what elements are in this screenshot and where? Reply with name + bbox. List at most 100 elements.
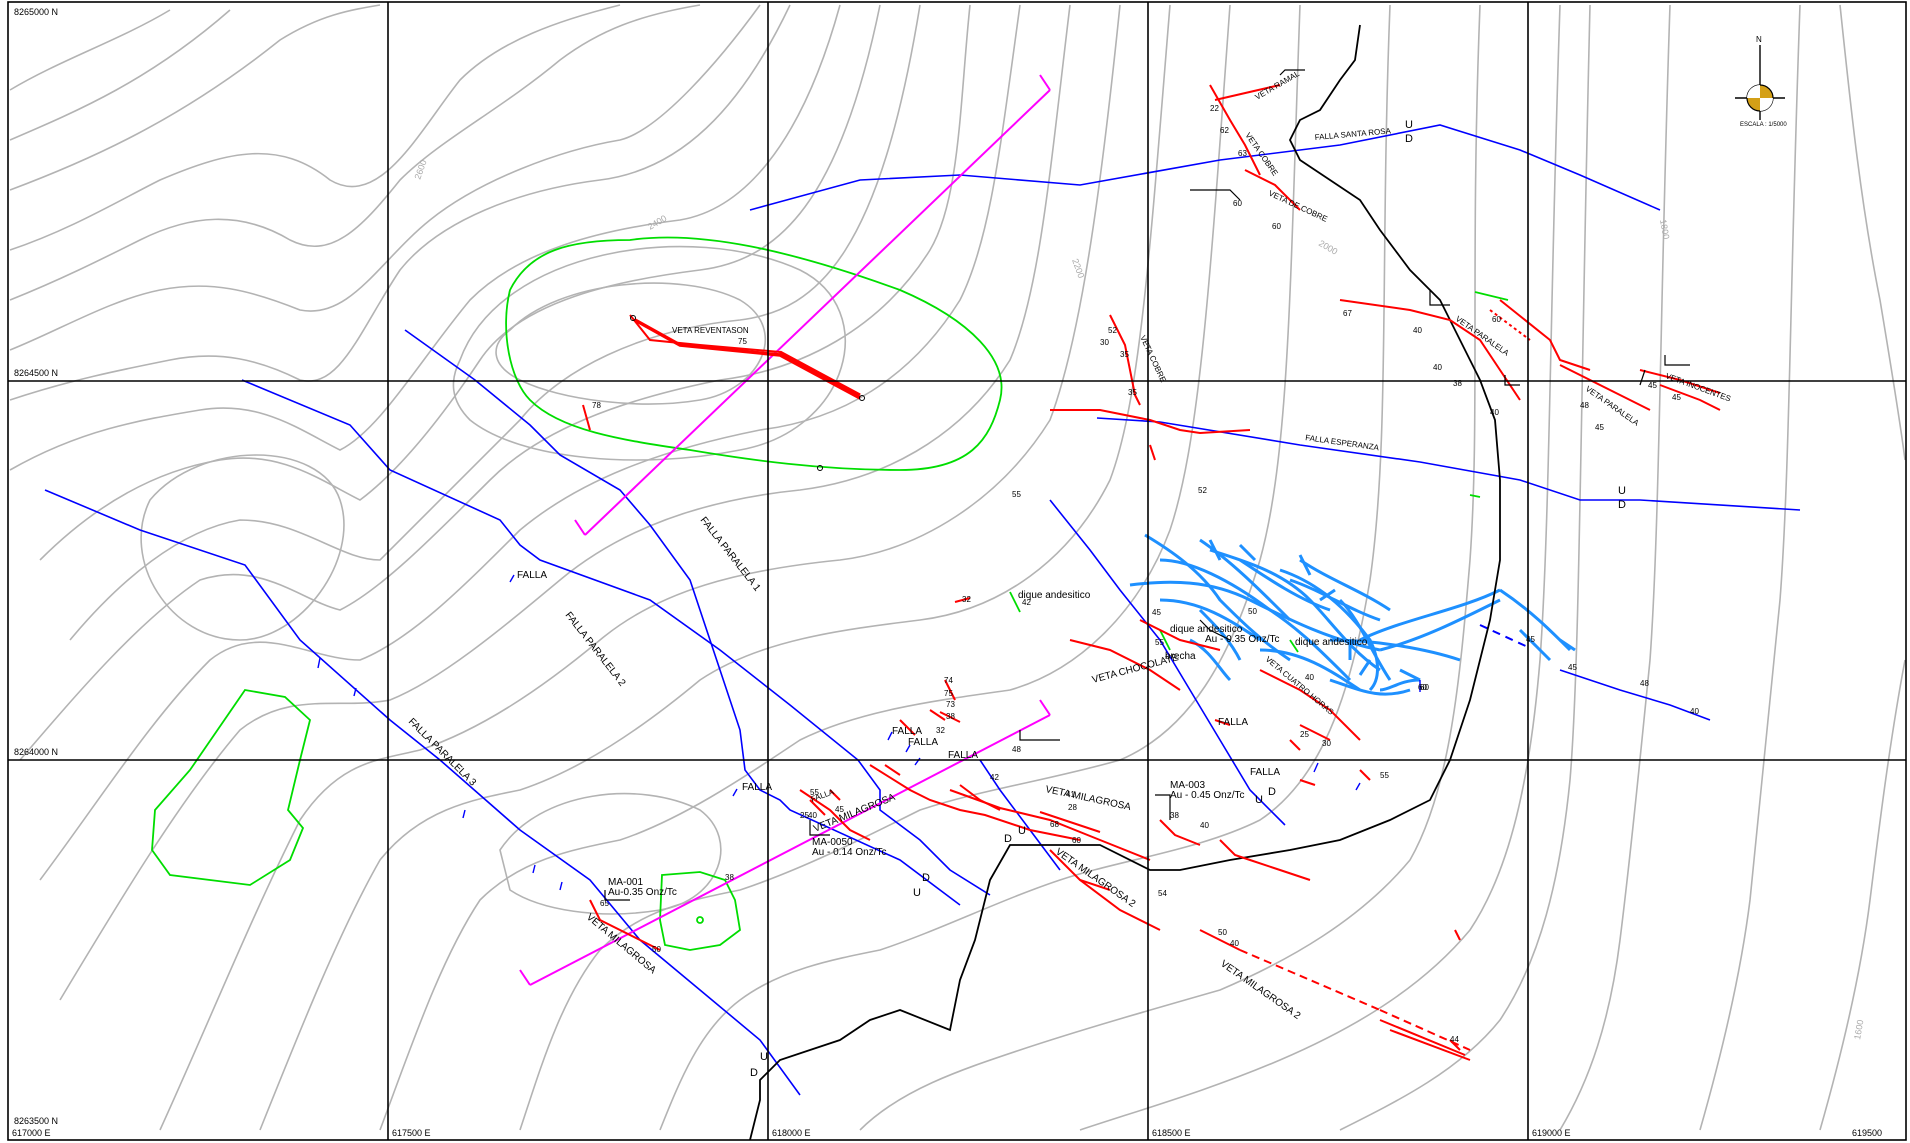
easting-label: 619500 <box>1852 1128 1882 1138</box>
svg-text:55: 55 <box>1155 638 1164 647</box>
svg-text:50: 50 <box>652 945 661 954</box>
northing-label: 8263500 N <box>14 1116 58 1126</box>
faults <box>44 124 1801 1096</box>
downthrown-mark: D <box>750 1067 758 1079</box>
svg-text:50: 50 <box>1248 607 1257 616</box>
vein-endpoint <box>630 315 636 321</box>
svg-text:60: 60 <box>1272 222 1281 231</box>
dike-label: dique andesitico <box>1295 637 1368 648</box>
north-arrow-icon: N ESCALA : 1/5000 <box>1735 35 1787 128</box>
svg-text:32: 32 <box>962 595 971 604</box>
svg-text:60: 60 <box>1233 199 1242 208</box>
inferred-fault <box>1479 624 1531 649</box>
svg-text:55: 55 <box>1012 490 1021 499</box>
svg-text:40: 40 <box>1230 939 1239 948</box>
svg-text:55: 55 <box>810 788 819 797</box>
svg-text:74: 74 <box>944 676 953 685</box>
svg-text:60: 60 <box>1492 315 1501 324</box>
downthrown-mark: D <box>1004 833 1012 845</box>
fault-ticks <box>317 574 1421 891</box>
svg-text:45: 45 <box>835 805 844 814</box>
svg-text:45: 45 <box>1648 381 1657 390</box>
contour-label: 1600 <box>1852 1019 1865 1040</box>
svg-text:38: 38 <box>725 873 734 882</box>
coordinate-grid <box>7 1 1907 1141</box>
downthrown-mark: D <box>922 872 930 884</box>
svg-text:40: 40 <box>1490 408 1499 417</box>
vein-endpoint <box>859 395 865 401</box>
svg-text:44: 44 <box>1450 1035 1459 1044</box>
fault-label: FALLA <box>742 782 772 793</box>
upthrown-mark: U <box>1018 825 1026 837</box>
svg-text:75: 75 <box>738 337 747 346</box>
svg-text:73: 73 <box>946 700 955 709</box>
svg-text:42: 42 <box>1022 598 1031 607</box>
svg-text:62: 62 <box>1220 126 1229 135</box>
easting-label: 618000 E <box>772 1128 811 1138</box>
upthrown-mark: U <box>913 887 921 899</box>
fault-label: FALLA <box>948 750 978 761</box>
contour-label: 1800 <box>1658 219 1671 240</box>
fault-label: FALLA <box>892 726 922 737</box>
svg-text:45: 45 <box>1152 608 1161 617</box>
svg-text:45: 45 <box>1595 423 1604 432</box>
svg-text:40: 40 <box>1305 673 1314 682</box>
svg-text:38: 38 <box>946 712 955 721</box>
fault-label: FALLA <box>908 737 938 748</box>
sample-leaders <box>604 69 1690 901</box>
svg-text:45: 45 <box>1526 635 1535 644</box>
brecha-label: brecha <box>1165 651 1196 662</box>
svg-text:52: 52 <box>1108 326 1117 335</box>
sample-value: Au - 0.45 Onz/Tc <box>1170 790 1244 801</box>
downthrown-mark: D <box>1268 786 1276 798</box>
fault-label: FALLA <box>1218 717 1248 728</box>
veta-reventason-line <box>634 318 861 400</box>
svg-text:78: 78 <box>592 401 601 410</box>
dike-label: dique andesitico <box>1018 590 1091 601</box>
svg-text:65: 65 <box>600 899 609 908</box>
svg-text:40: 40 <box>1433 363 1442 372</box>
svg-text:35: 35 <box>1128 388 1137 397</box>
northing-label: 8265000 N <box>14 7 58 17</box>
svg-text:38: 38 <box>1170 811 1179 820</box>
svg-text:68: 68 <box>1050 820 1059 829</box>
svg-text:40: 40 <box>1690 707 1699 716</box>
svg-text:40: 40 <box>808 811 817 820</box>
svg-text:48: 48 <box>1012 745 1021 754</box>
svg-text:35: 35 <box>1120 350 1129 359</box>
svg-text:45: 45 <box>1568 663 1577 672</box>
easting-label: 619000 E <box>1532 1128 1571 1138</box>
svg-text:45: 45 <box>1672 393 1681 402</box>
sample-value: Au - 0.14 Onz/Tc <box>812 847 886 858</box>
downthrown-mark: D <box>1405 133 1413 145</box>
svg-text:67: 67 <box>1343 309 1352 318</box>
svg-text:52: 52 <box>1198 486 1207 495</box>
sample-id: MA-003 <box>1170 780 1205 791</box>
svg-text:41: 41 <box>1066 790 1075 799</box>
svg-text:50: 50 <box>1218 928 1227 937</box>
svg-text:60: 60 <box>1072 836 1081 845</box>
sample-id: MA-0050 <box>812 837 853 848</box>
svg-text:28: 28 <box>1068 803 1077 812</box>
svg-text:25: 25 <box>800 811 809 820</box>
road <box>749 24 1501 1141</box>
svg-text:60: 60 <box>1418 683 1427 692</box>
scale-label: ESCALA : 1/5000 <box>1740 122 1787 128</box>
upthrown-mark: U <box>1405 119 1413 131</box>
upthrown-mark: U <box>1255 794 1263 806</box>
northing-label: 8264500 N <box>14 368 58 378</box>
downthrown-mark: D <box>1618 499 1626 511</box>
topographic-contours <box>9 4 1906 1131</box>
sample-point <box>817 465 823 471</box>
easting-label: 617500 E <box>392 1128 431 1138</box>
svg-text:30: 30 <box>1100 338 1109 347</box>
svg-text:48: 48 <box>1580 401 1589 410</box>
svg-text:48: 48 <box>1640 679 1649 688</box>
svg-text:38: 38 <box>1453 379 1462 388</box>
northing-label: 8264000 N <box>14 747 58 757</box>
veins <box>582 84 1721 1061</box>
fault-label: FALLA <box>517 570 547 581</box>
dike-label: dique andesitico <box>1170 624 1243 635</box>
dip-values: 78 75 52 30 35 35 22 62 63 60 60 67 40 4… <box>592 104 1699 1044</box>
